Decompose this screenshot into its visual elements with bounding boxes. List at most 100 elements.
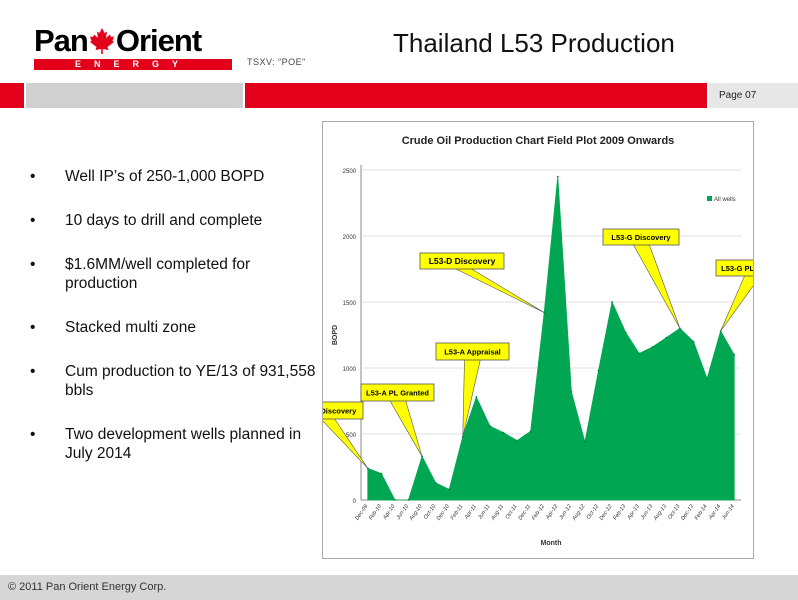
x-tick-label: Jun-14	[721, 504, 736, 522]
x-tick-label: Dec-11	[517, 504, 532, 522]
band-grey-right	[709, 83, 798, 108]
series-area-all-wells	[367, 176, 735, 501]
bullet-text: $1.6MM/well completed for production	[65, 256, 251, 292]
callout-box	[419, 252, 505, 270]
y-tick-label: 1000	[343, 367, 357, 373]
x-tick-label: Aug-11	[490, 504, 505, 522]
slide-title: Thailand L53 Production	[393, 28, 675, 58]
bullet-text: Stacked multi zone	[65, 319, 196, 336]
y-tick-label: 2000	[343, 235, 357, 241]
y-tick-label: 1500	[343, 301, 357, 307]
footer-bar: © 2011 Pan Orient Energy Corp.	[0, 575, 798, 600]
data-point	[434, 481, 437, 484]
callout-pointer	[453, 267, 545, 313]
callout-label: L53-A PL Granted	[366, 389, 429, 398]
data-point	[556, 175, 559, 178]
x-tick-label: Jun-12	[558, 504, 573, 522]
copyright-text: © 2011 Pan Orient Energy Corp.	[8, 581, 167, 593]
data-point	[733, 353, 736, 356]
callout-pointer	[632, 243, 681, 329]
bullet-item: • Well IP’s of 250-1,000 BOPD	[30, 167, 320, 186]
data-point	[692, 340, 695, 343]
bullet-item: • Two development wells planned in July 2…	[30, 425, 320, 463]
bullet-marker: •	[30, 256, 36, 273]
y-axis-label: BOPD	[332, 325, 339, 345]
bullet-text: Two development wells planned in July 20…	[65, 426, 302, 462]
x-tick-label: Apr-10	[382, 503, 397, 521]
header-band	[0, 83, 798, 108]
chart-canvas: Crude Oil Production Chart Field Plot 20…	[323, 135, 753, 547]
data-point	[624, 331, 627, 334]
callout-label: L53-G Discovery	[611, 233, 671, 242]
x-tick-label: Jun-11	[477, 504, 492, 522]
data-point	[448, 488, 451, 491]
x-tick-label: Feb-13	[612, 503, 627, 521]
data-point	[529, 430, 532, 433]
callout-label: L53-G PL Granted	[721, 264, 753, 273]
company-logo: Pan Orient ENERGY	[34, 23, 234, 70]
data-point	[584, 441, 586, 443]
band-grey-left	[26, 83, 243, 108]
data-point	[516, 439, 518, 442]
bullet-item: • Stacked multi zone	[30, 318, 320, 337]
band-red-main	[245, 83, 707, 108]
page-number: Page 07	[719, 90, 757, 101]
callout-label: L53-D Discovery	[429, 256, 496, 266]
x-tick-label: Feb-10	[368, 503, 383, 521]
x-tick-label: Apr-12	[545, 504, 560, 522]
band-red-left	[0, 83, 24, 108]
ticker-symbol: TSXV: “POE”	[247, 57, 306, 67]
callout-box	[323, 401, 364, 420]
x-tick-label: Dec-10	[436, 503, 452, 522]
bullet-marker: •	[30, 168, 36, 185]
logo-word-right: Orient	[115, 23, 202, 58]
data-point	[611, 301, 613, 303]
bullet-item: • Cum production to YE/13 of 931,558 bbls	[30, 362, 320, 400]
x-tick-label: Dec-09	[354, 504, 369, 522]
data-point	[502, 431, 505, 434]
logo-wordmark: Pan Orient	[34, 23, 202, 58]
bullet-marker: •	[30, 212, 36, 229]
legend-label: All wells	[714, 197, 736, 203]
maple-leaf-icon	[89, 28, 114, 54]
bullet-marker: •	[30, 319, 36, 336]
x-tick-label: Feb-14	[694, 504, 709, 522]
bullet-marker: •	[30, 363, 36, 380]
bullet-text: Well IP’s of 250-1,000 BOPD	[65, 168, 265, 185]
x-tick-label: Dec-12	[599, 504, 614, 522]
legend-swatch	[707, 196, 712, 201]
data-point	[597, 369, 600, 372]
callout-label: L53-A Discovery	[323, 407, 357, 416]
callout-pointer	[720, 274, 753, 332]
x-axis-label: Month	[541, 540, 562, 547]
y-tick-label: 2500	[343, 169, 357, 175]
callout-pointer	[388, 399, 423, 457]
data-point	[475, 396, 478, 398]
x-tick-label: Aug-13	[652, 503, 668, 523]
x-tick-label: Apr-11	[463, 504, 478, 521]
y-tick-label: 500	[346, 433, 357, 439]
x-tick-label: Feb-11	[450, 504, 465, 521]
data-point	[380, 472, 383, 475]
data-point	[638, 352, 641, 355]
bullet-text: 10 days to drill and complete	[65, 212, 263, 229]
bullet-list: • Well IP’s of 250-1,000 BOPD • 10 days to…	[30, 167, 320, 488]
bullet-item: • $1.6MM/well completed for production	[30, 255, 320, 293]
bullet-item: • 10 days to drill and complete	[30, 211, 320, 230]
callout-box	[360, 383, 435, 402]
callout-box	[715, 259, 753, 277]
y-tick-label: 0	[353, 499, 357, 505]
data-point	[651, 345, 654, 348]
bullet-marker: •	[30, 426, 36, 443]
data-point	[570, 390, 573, 393]
logo-subtitle: ENERGY	[34, 59, 232, 70]
production-chart: Crude Oil Production Chart Field Plot 20…	[322, 121, 754, 559]
x-tick-label: Feb-12	[531, 504, 546, 522]
data-point	[407, 499, 410, 501]
callout-box	[602, 228, 680, 246]
bullet-text: Cum production to YE/13 of 931,558 bbls	[65, 363, 316, 399]
x-tick-label: Apr-13	[626, 503, 641, 521]
x-tick-label: Apr-14	[707, 504, 722, 522]
data-point	[394, 499, 396, 501]
callout-label: L53-A Appraisal	[444, 348, 501, 357]
